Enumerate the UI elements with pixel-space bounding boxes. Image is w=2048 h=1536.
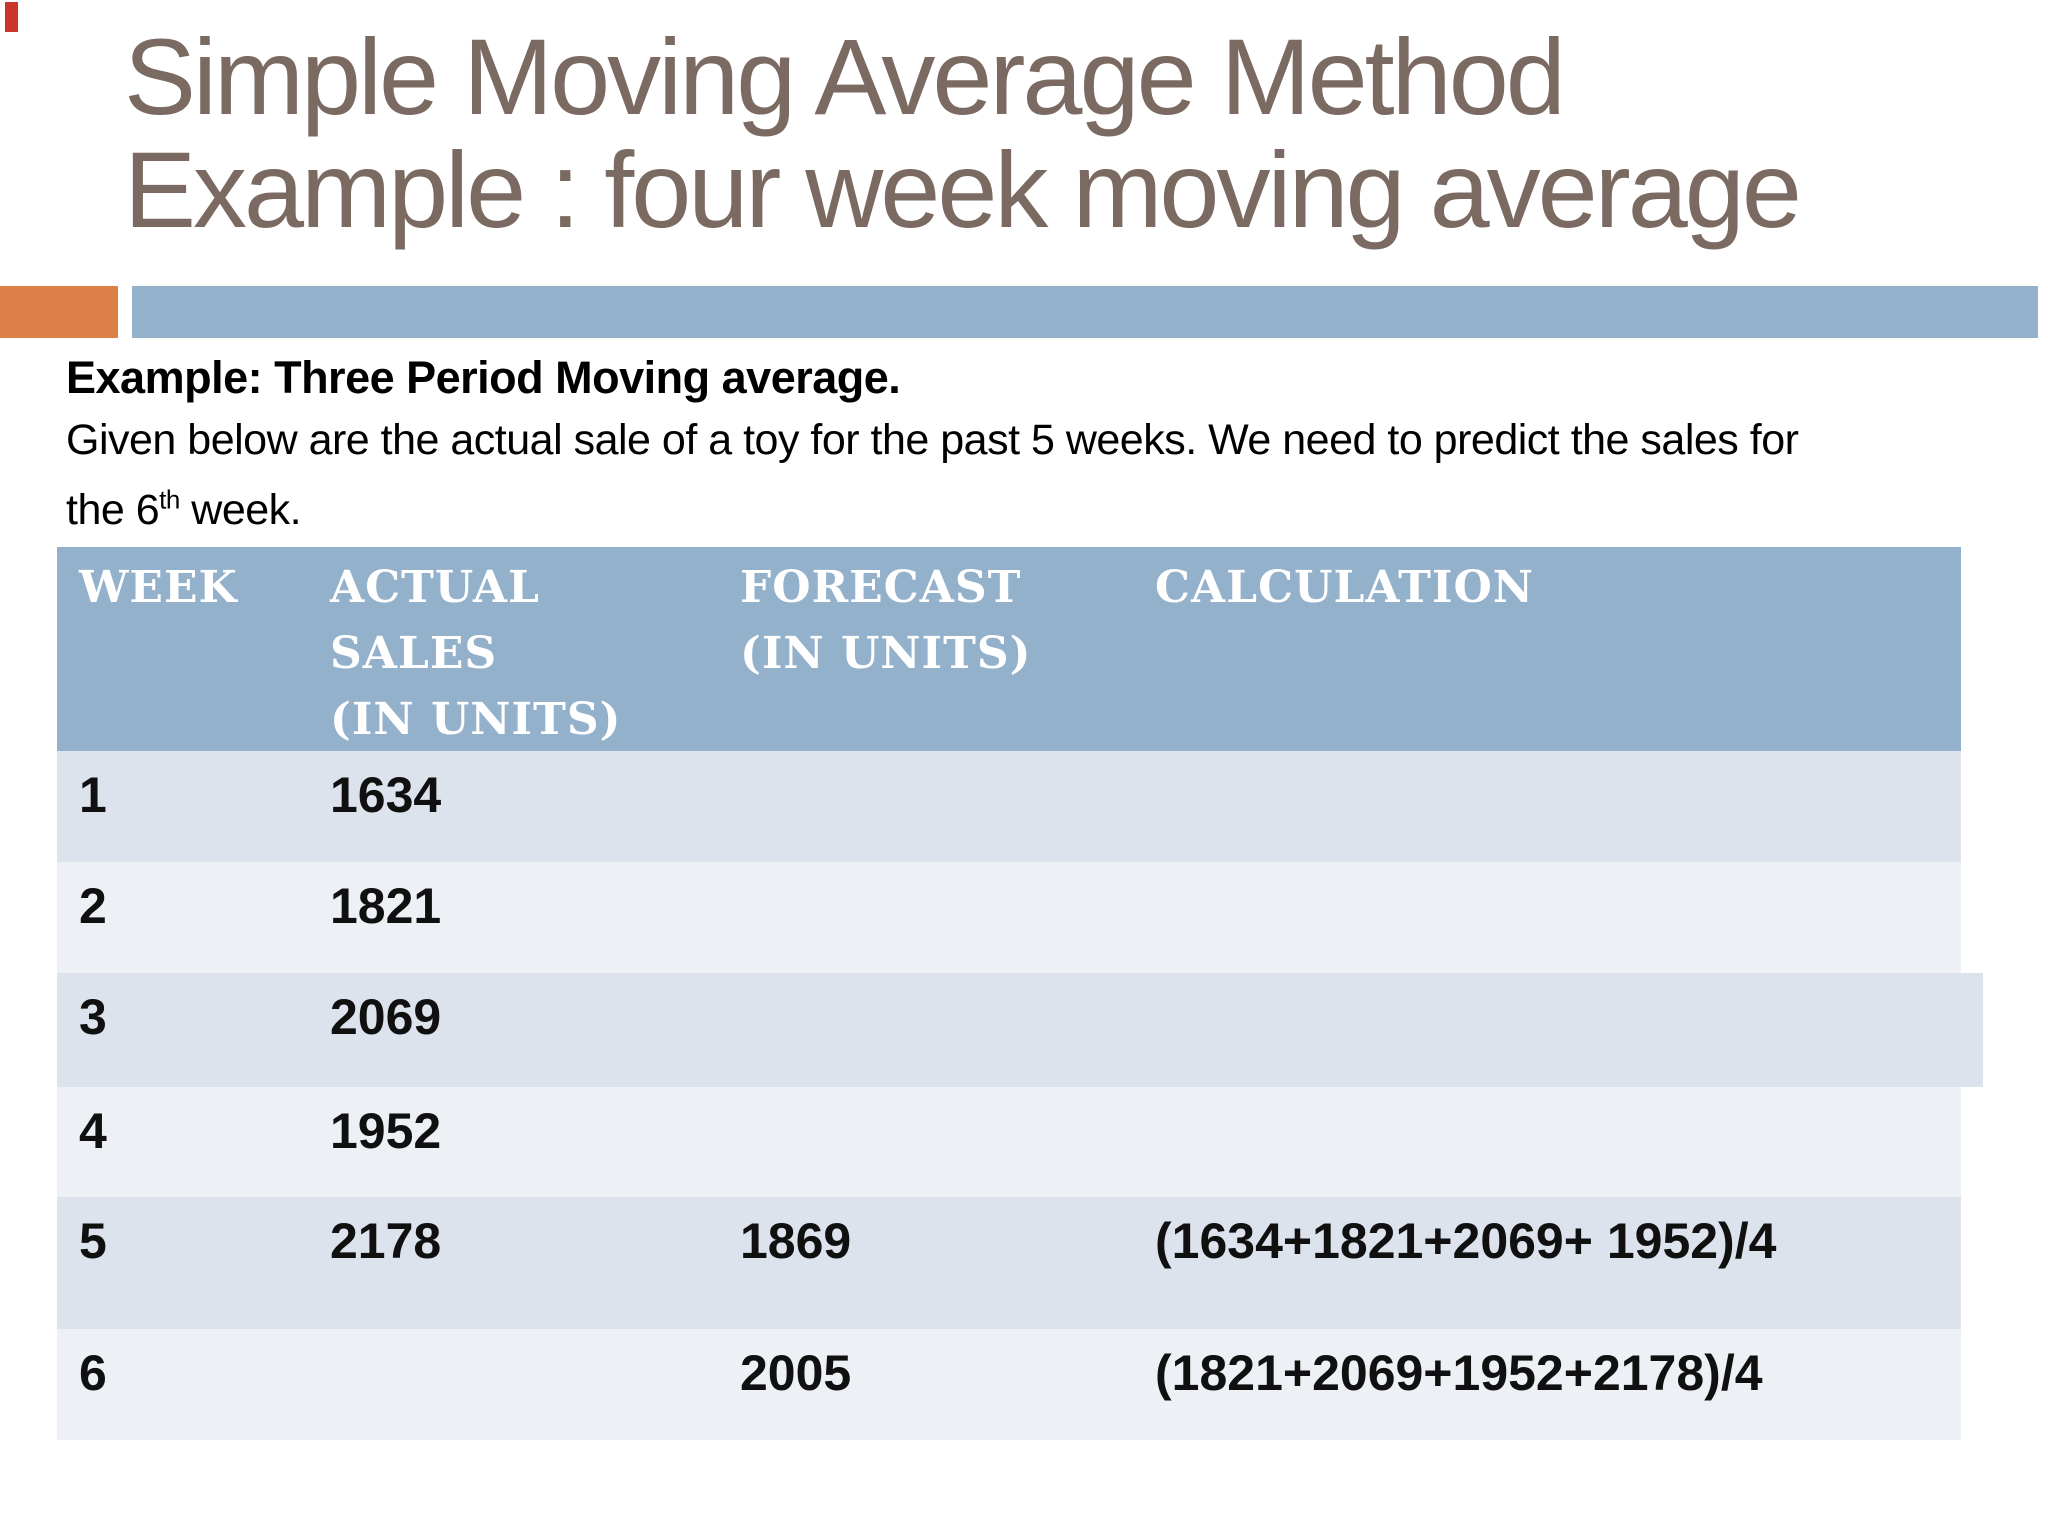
table-row-week-6: 6 2005 (1821+2069+1952+2178)/4 [57,1329,1961,1440]
slide-title: Simple Moving Average Method Example : f… [124,16,1802,250]
accent-bar-orange [0,286,118,338]
cell-week: 5 [79,1213,107,1269]
accent-bar-blue [132,286,2038,338]
intro-heading: Example: Three Period Moving average. [66,352,901,403]
intro-text-line-1: Given below are the actual sale of a toy… [66,416,1799,464]
cell-actual: 2069 [330,989,442,1045]
table-row-week-1: 1 1634 [57,751,1961,862]
cell-actual: 1952 [330,1103,442,1159]
table-row-week-2: 2 1821 [57,862,1961,973]
header-forecast: FORECAST (IN UNITS) [740,562,1032,679]
table-header-row: WEEK ACTUAL SALES (IN UNITS) FORECAST (I… [57,547,1961,751]
cell-actual: 1821 [330,878,442,934]
table-row-week-5: 5 2178 1869 (1634+1821+2069+ 1952)/4 [57,1197,1961,1329]
cell-week: 2 [79,878,107,934]
table-row-week-4: 4 1952 [57,1087,1961,1197]
table-row-week-3: 3 2069 [57,973,1983,1087]
cell-calculation: (1821+2069+1952+2178)/4 [1155,1345,1763,1401]
cell-week: 4 [79,1103,107,1159]
cell-calculation: (1634+1821+2069+ 1952)/4 [1155,1213,1777,1269]
cell-week: 1 [79,767,107,823]
intro-line3-superscript: th [159,484,180,515]
cell-forecast: 1869 [740,1213,852,1269]
title-line-2: Example : four week moving average [124,129,1802,250]
title-line-1: Simple Moving Average Method [124,16,1566,137]
corner-artifact [5,2,18,32]
cell-actual: 2178 [330,1213,442,1269]
intro-line3-suffix: week. [179,486,302,534]
header-week: WEEK [79,562,238,613]
table-body: 1 1634 2 1821 3 2069 4 1952 5 2178 1869 (1634+1821+… [57,751,1983,1440]
header-actual-sales: ACTUAL SALES (IN UNITS) [330,562,622,745]
cell-actual: 1634 [330,767,442,823]
header-calculation: CALCULATION [1155,562,1535,613]
moving-average-table: WEEK ACTUAL SALES (IN UNITS) FORECAST (I… [57,547,1983,1440]
cell-forecast: 2005 [740,1345,852,1401]
intro-line3-prefix: the 6 [66,486,160,534]
intro-text-line-2: the 6th week. [66,484,302,535]
cell-week: 3 [79,989,107,1045]
cell-week: 6 [79,1345,107,1401]
